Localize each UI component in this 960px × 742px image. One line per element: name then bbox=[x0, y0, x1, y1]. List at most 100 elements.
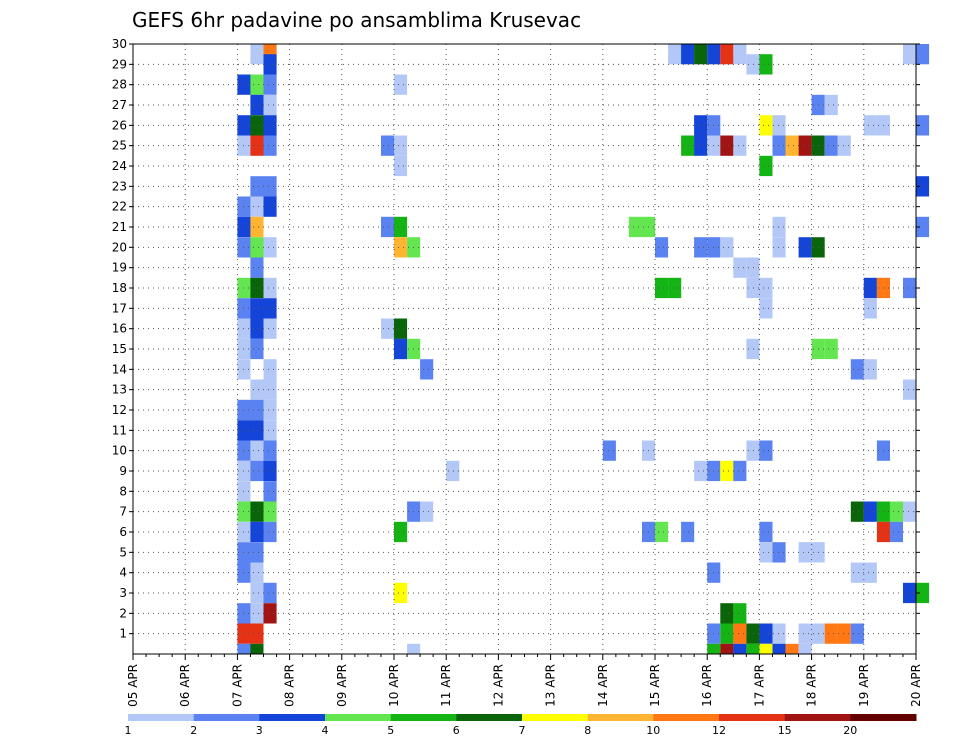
heatmap-cell bbox=[694, 237, 708, 258]
y-tick-label: 12 bbox=[112, 403, 127, 417]
heatmap-cell bbox=[733, 44, 747, 65]
y-tick-label: 2 bbox=[119, 606, 127, 620]
heatmap-cell bbox=[733, 135, 747, 156]
heatmap-cell bbox=[263, 237, 277, 258]
legend-label: 4 bbox=[322, 724, 329, 737]
heatmap-cell bbox=[250, 521, 264, 543]
heatmap-cell bbox=[263, 379, 277, 400]
y-tick-label: 4 bbox=[119, 566, 127, 580]
y-tick-label: 29 bbox=[112, 57, 127, 71]
y-tick-label: 6 bbox=[119, 525, 127, 539]
heatmap-cell bbox=[394, 155, 408, 177]
heatmap-cell bbox=[263, 481, 277, 502]
heatmap-cell bbox=[655, 237, 669, 258]
heatmap-cell bbox=[759, 542, 773, 563]
heatmap-cell bbox=[759, 115, 773, 136]
x-tick-label: 15 APR bbox=[648, 664, 662, 707]
x-tick-label: 08 APR bbox=[283, 664, 297, 707]
heatmap-cell bbox=[903, 44, 917, 65]
heatmap-cell bbox=[694, 135, 708, 156]
y-tick-label: 10 bbox=[112, 444, 127, 458]
heatmap-cell bbox=[863, 115, 877, 136]
heatmap-cell bbox=[837, 135, 851, 156]
heatmap-cell bbox=[694, 115, 708, 136]
heatmap-cell bbox=[394, 318, 408, 339]
heatmap-cell bbox=[759, 54, 773, 75]
x-tick-label: 05 APR bbox=[126, 664, 140, 707]
heatmap-cell bbox=[863, 298, 877, 319]
heatmap-cell bbox=[668, 44, 682, 65]
heatmap-cells bbox=[237, 44, 930, 654]
grid-lines bbox=[133, 44, 916, 654]
heatmap-cell bbox=[772, 237, 786, 258]
legend-swatch bbox=[784, 714, 851, 721]
heatmap-cell bbox=[785, 135, 799, 156]
heatmap-cell bbox=[759, 277, 773, 299]
y-tick-label: 19 bbox=[112, 261, 127, 275]
heatmap-cell bbox=[263, 359, 277, 380]
heatmap-cell bbox=[250, 318, 264, 339]
heatmap-cell bbox=[798, 623, 812, 644]
legend-swatch bbox=[193, 714, 260, 721]
x-tick-label: 13 APR bbox=[544, 664, 558, 707]
heatmap-cell bbox=[394, 582, 408, 604]
y-tick-label: 5 bbox=[119, 545, 127, 559]
heatmap-cell bbox=[681, 44, 695, 65]
heatmap-cell bbox=[903, 277, 917, 299]
legend-swatch bbox=[522, 714, 589, 721]
legend-swatch bbox=[653, 714, 720, 721]
heatmap-cell bbox=[916, 115, 930, 136]
heatmap-cell bbox=[863, 501, 877, 522]
y-tick-label: 26 bbox=[112, 118, 127, 132]
heatmap-cell bbox=[916, 176, 930, 197]
x-tick-label: 14 APR bbox=[596, 664, 610, 707]
heatmap-cell bbox=[250, 176, 264, 197]
heatmap-cell bbox=[707, 44, 721, 65]
heatmap-cell bbox=[720, 460, 734, 482]
heatmap-cell bbox=[707, 643, 721, 654]
heatmap-cell bbox=[263, 460, 277, 482]
heatmap-cell bbox=[263, 74, 277, 95]
y-tick-label: 22 bbox=[112, 200, 127, 214]
heatmap-cell bbox=[772, 216, 786, 238]
heatmap-cell bbox=[263, 440, 277, 461]
x-tick-label: 12 APR bbox=[491, 664, 505, 707]
x-tick-label: 18 APR bbox=[805, 664, 819, 707]
y-axis-ticks: 1234567891011121314151617181920212223242… bbox=[112, 37, 920, 641]
heatmap-cell bbox=[381, 216, 395, 238]
heatmap-cell bbox=[850, 501, 864, 522]
heatmap-cell bbox=[759, 298, 773, 319]
legend-label: 1 bbox=[125, 724, 132, 737]
heatmap-cell bbox=[837, 623, 851, 644]
heatmap-cell bbox=[746, 623, 760, 644]
legend-swatch bbox=[259, 714, 326, 721]
y-tick-label: 25 bbox=[112, 139, 127, 153]
heatmap-cell bbox=[824, 94, 838, 116]
heatmap-cell bbox=[446, 460, 460, 482]
heatmap-cell bbox=[759, 521, 773, 543]
heatmap-cell bbox=[250, 562, 264, 583]
heatmap-cell bbox=[668, 277, 682, 299]
heatmap-cell bbox=[733, 257, 747, 278]
heatmap-cell bbox=[250, 94, 264, 116]
x-tick-label: 10 APR bbox=[387, 664, 401, 707]
heatmap-cell bbox=[772, 643, 786, 654]
x-tick-label: 17 APR bbox=[752, 664, 766, 707]
heatmap-cell bbox=[394, 135, 408, 156]
heatmap-cell bbox=[746, 643, 760, 654]
heatmap-cell bbox=[420, 501, 434, 522]
heatmap-cell bbox=[250, 74, 264, 95]
heatmap-cell bbox=[250, 257, 264, 278]
heatmap-cell bbox=[381, 318, 395, 339]
legend-label: 20 bbox=[843, 724, 857, 737]
heatmap-cell bbox=[250, 623, 264, 644]
heatmap-cell bbox=[798, 643, 812, 654]
legend-swatch bbox=[390, 714, 457, 721]
heatmap-cell bbox=[263, 135, 277, 156]
heatmap-cell bbox=[681, 521, 695, 543]
legend-label: 12 bbox=[712, 724, 726, 737]
y-tick-label: 21 bbox=[112, 220, 127, 234]
heatmap-cell bbox=[863, 277, 877, 299]
y-tick-label: 11 bbox=[112, 423, 127, 437]
